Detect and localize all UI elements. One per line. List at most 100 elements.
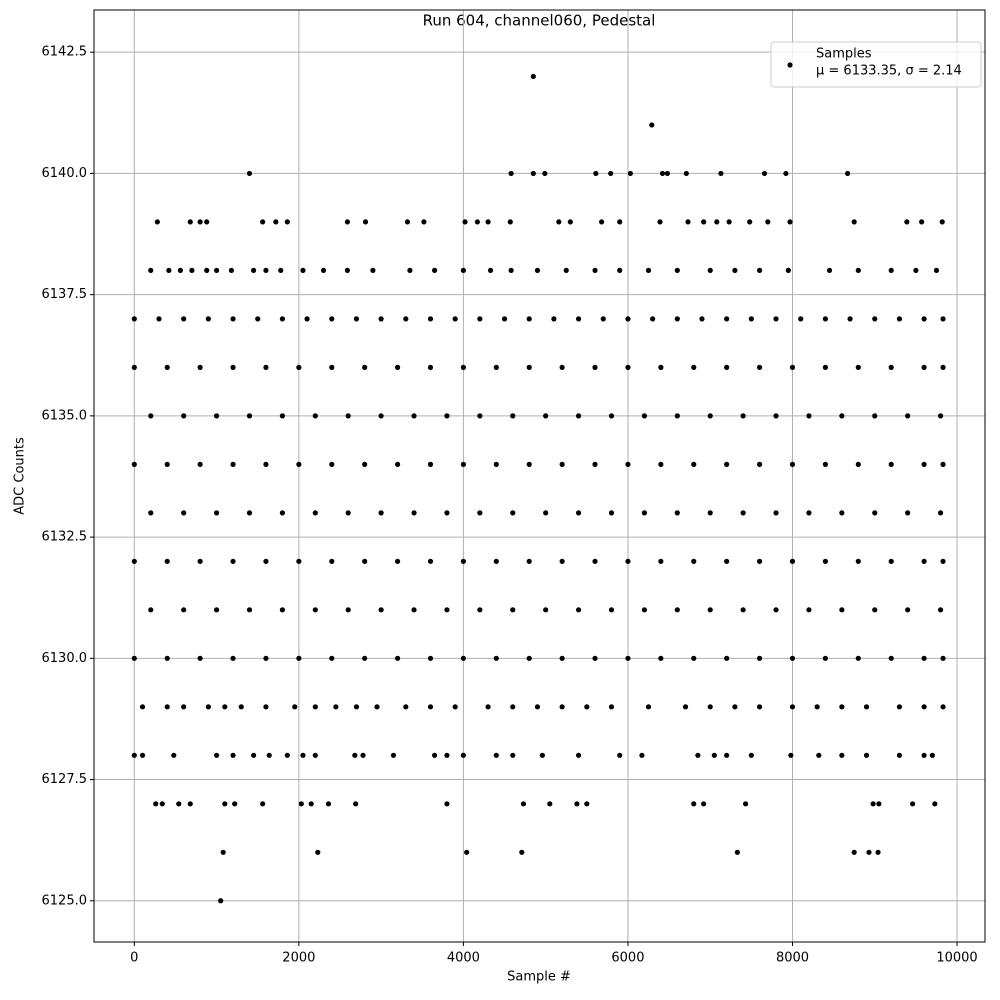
data-point	[360, 752, 366, 758]
data-point	[300, 752, 306, 758]
data-point	[855, 364, 861, 370]
data-point	[699, 316, 705, 322]
data-point	[485, 219, 491, 225]
data-point	[526, 316, 532, 322]
y-tick-label: 6127.5	[42, 772, 88, 787]
data-point	[921, 655, 927, 661]
data-point	[876, 801, 882, 807]
data-point	[701, 801, 707, 807]
data-point	[789, 364, 796, 370]
data-point	[131, 558, 137, 564]
data-point	[526, 655, 532, 661]
data-point	[353, 704, 360, 710]
data-point	[625, 461, 631, 467]
data-point	[608, 170, 614, 177]
data-point	[921, 461, 927, 467]
data-point	[427, 364, 434, 370]
data-point	[806, 510, 812, 516]
data-point	[345, 607, 351, 613]
x-tick-label: 4000	[447, 951, 480, 966]
data-point	[822, 364, 828, 370]
data-point	[748, 316, 754, 322]
data-point	[213, 752, 220, 758]
data-point	[664, 170, 671, 177]
data-point	[839, 510, 845, 516]
data-point	[427, 704, 434, 710]
data-point	[218, 898, 224, 904]
data-point	[432, 752, 438, 758]
data-point	[344, 219, 350, 225]
data-point	[855, 461, 861, 467]
data-point	[937, 510, 944, 516]
data-point	[773, 510, 779, 516]
data-point	[411, 413, 417, 419]
data-point	[131, 316, 137, 322]
data-point	[855, 267, 861, 273]
data-point	[246, 607, 253, 613]
data-point	[477, 607, 483, 613]
data-point	[732, 267, 738, 273]
data-point	[674, 607, 680, 613]
data-point	[279, 510, 286, 516]
data-point	[691, 801, 697, 807]
data-point	[910, 801, 916, 807]
data-point	[131, 752, 137, 758]
legend-marker	[787, 62, 793, 68]
data-point	[164, 461, 170, 467]
data-point	[657, 219, 663, 225]
data-point	[197, 558, 203, 564]
data-point	[707, 510, 713, 516]
data-point	[238, 704, 244, 710]
data-point	[362, 219, 369, 225]
data-point	[279, 316, 286, 322]
data-point	[530, 170, 536, 177]
data-point	[756, 267, 763, 273]
x-tick-label: 2000	[282, 951, 315, 966]
data-point	[263, 364, 269, 370]
data-point	[592, 364, 598, 370]
data-point	[645, 267, 652, 273]
data-point	[362, 461, 368, 467]
x-tick-label: 8000	[776, 951, 809, 966]
data-point	[940, 655, 946, 661]
y-tick-label: 6132.5	[42, 530, 88, 545]
data-point	[510, 704, 516, 710]
data-point	[659, 170, 666, 177]
data-point	[427, 316, 434, 322]
data-point	[251, 752, 257, 758]
data-point	[460, 558, 466, 564]
data-point	[353, 316, 360, 322]
data-point	[164, 364, 170, 370]
data-point	[543, 510, 549, 516]
data-point	[639, 752, 645, 758]
data-point	[627, 170, 634, 177]
data-point	[559, 655, 565, 661]
data-point	[839, 607, 845, 613]
data-point	[592, 558, 598, 564]
data-point	[333, 704, 339, 710]
data-point	[863, 704, 870, 710]
data-point	[464, 849, 470, 855]
data-point	[773, 413, 779, 419]
data-point	[493, 461, 499, 467]
data-point	[362, 558, 368, 564]
y-tick-label: 6130.0	[42, 651, 88, 666]
data-point	[674, 267, 680, 273]
data-point	[228, 267, 234, 273]
x-tick-label: 10000	[936, 951, 977, 966]
data-point	[230, 461, 236, 467]
data-point	[204, 219, 210, 225]
data-point	[508, 267, 514, 273]
data-point	[312, 607, 318, 613]
data-point	[921, 704, 927, 710]
plot-frame	[93, 9, 986, 943]
data-point	[851, 219, 857, 225]
data-point	[131, 655, 137, 661]
data-point	[625, 316, 631, 322]
data-point	[773, 607, 779, 613]
data-point	[526, 364, 532, 370]
data-point	[374, 704, 380, 710]
data-point	[756, 364, 763, 370]
data-point	[164, 558, 170, 564]
data-point	[394, 558, 401, 564]
